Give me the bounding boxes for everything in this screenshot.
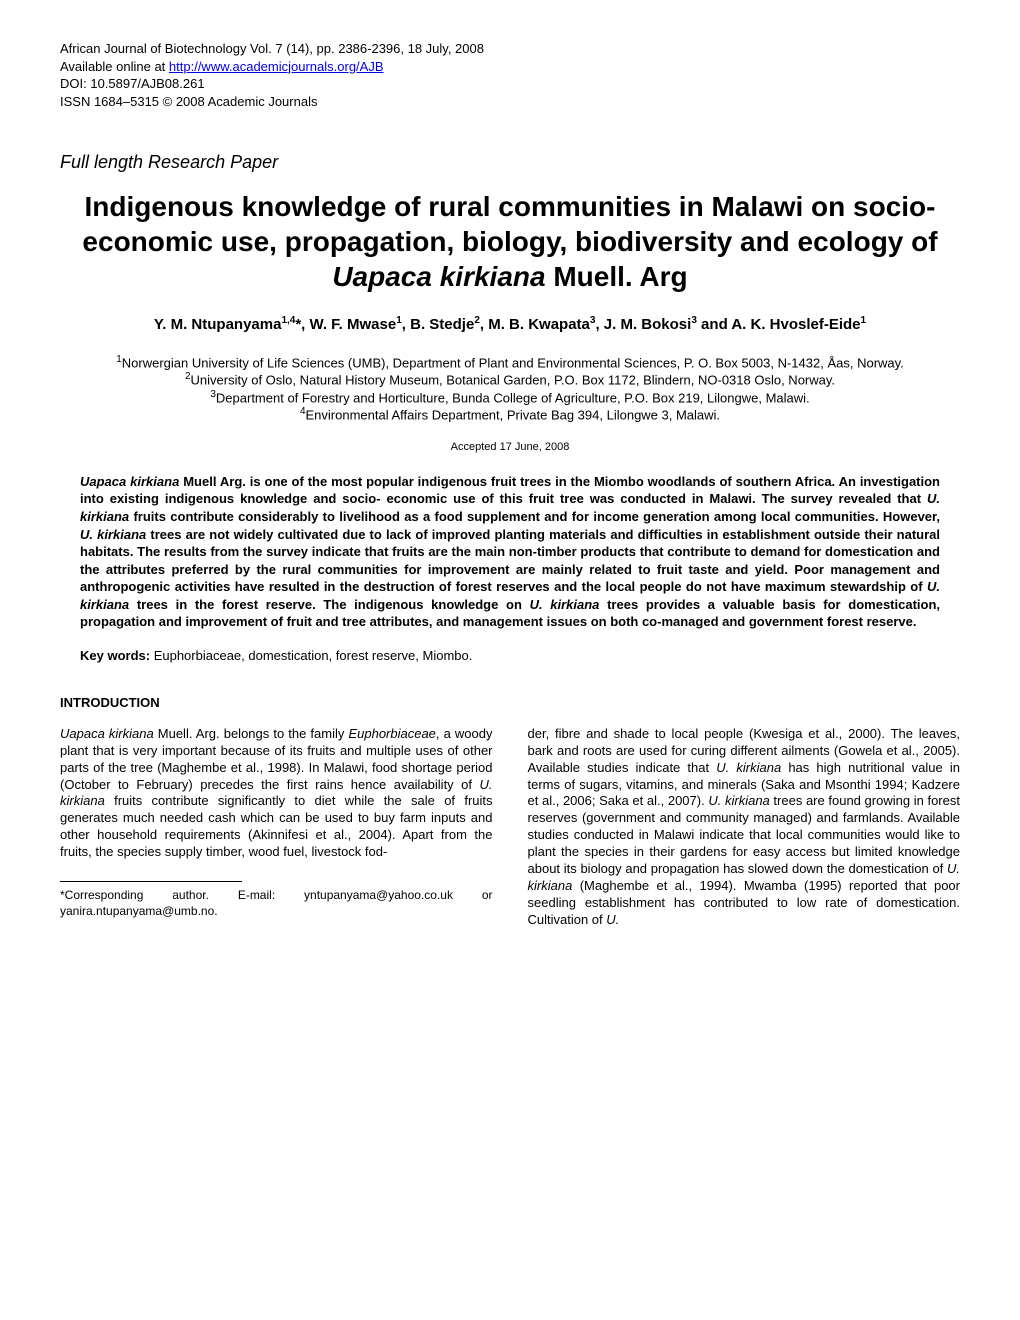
paper-type: Full length Research Paper [60,150,960,174]
affiliation-2: 2University of Oslo, Natural History Mus… [60,371,960,389]
keywords-text: Euphorbiaceae, domestication, forest res… [150,648,472,663]
authors: Y. M. Ntupanyama1,4*, W. F. Mwase1, B. S… [60,314,960,335]
column-right: der, fibre and shade to local people (Kw… [528,726,961,929]
title-part1: Indigenous knowledge of rural communitie… [82,191,937,257]
intro-col1-text: Uapaca kirkiana Muell. Arg. belongs to t… [60,726,493,861]
abstract: Uapaca kirkiana Muell Arg. is one of the… [80,473,940,631]
accepted-date: Accepted 17 June, 2008 [60,440,960,455]
doi-line: DOI: 10.5897/AJB08.261 [60,75,960,93]
online-line: Available online at http://www.academicj… [60,58,960,76]
affiliation-4: 4Environmental Affairs Department, Priva… [60,406,960,424]
affiliation-1: 1Norwergian University of Life Sciences … [60,354,960,372]
column-left: Uapaca kirkiana Muell. Arg. belongs to t… [60,726,493,929]
journal-header: African Journal of Biotechnology Vol. 7 … [60,40,960,110]
title-part2: Muell. Arg [546,261,688,292]
keywords: Key words: Euphorbiaceae, domestication,… [80,647,940,665]
affiliations: 1Norwergian University of Life Sciences … [60,354,960,424]
intro-col2-text: der, fibre and shade to local people (Kw… [528,726,961,929]
online-prefix: Available online at [60,59,169,74]
introduction-heading: INTRODUCTION [60,694,960,712]
journal-url-link[interactable]: http://www.academicjournals.org/AJB [169,59,384,74]
issn-line: ISSN 1684–5315 © 2008 Academic Journals [60,93,960,111]
corresponding-author: *Corresponding author. E-mail: yntupanya… [60,888,493,919]
body-columns: Uapaca kirkiana Muell. Arg. belongs to t… [60,726,960,929]
title-species: Uapaca kirkiana [332,261,545,292]
journal-line: African Journal of Biotechnology Vol. 7 … [60,40,960,58]
affiliation-3: 3Department of Forestry and Horticulture… [60,389,960,407]
keywords-label: Key words: [80,648,150,663]
footnote-divider [60,881,242,882]
paper-title: Indigenous knowledge of rural communitie… [60,189,960,294]
